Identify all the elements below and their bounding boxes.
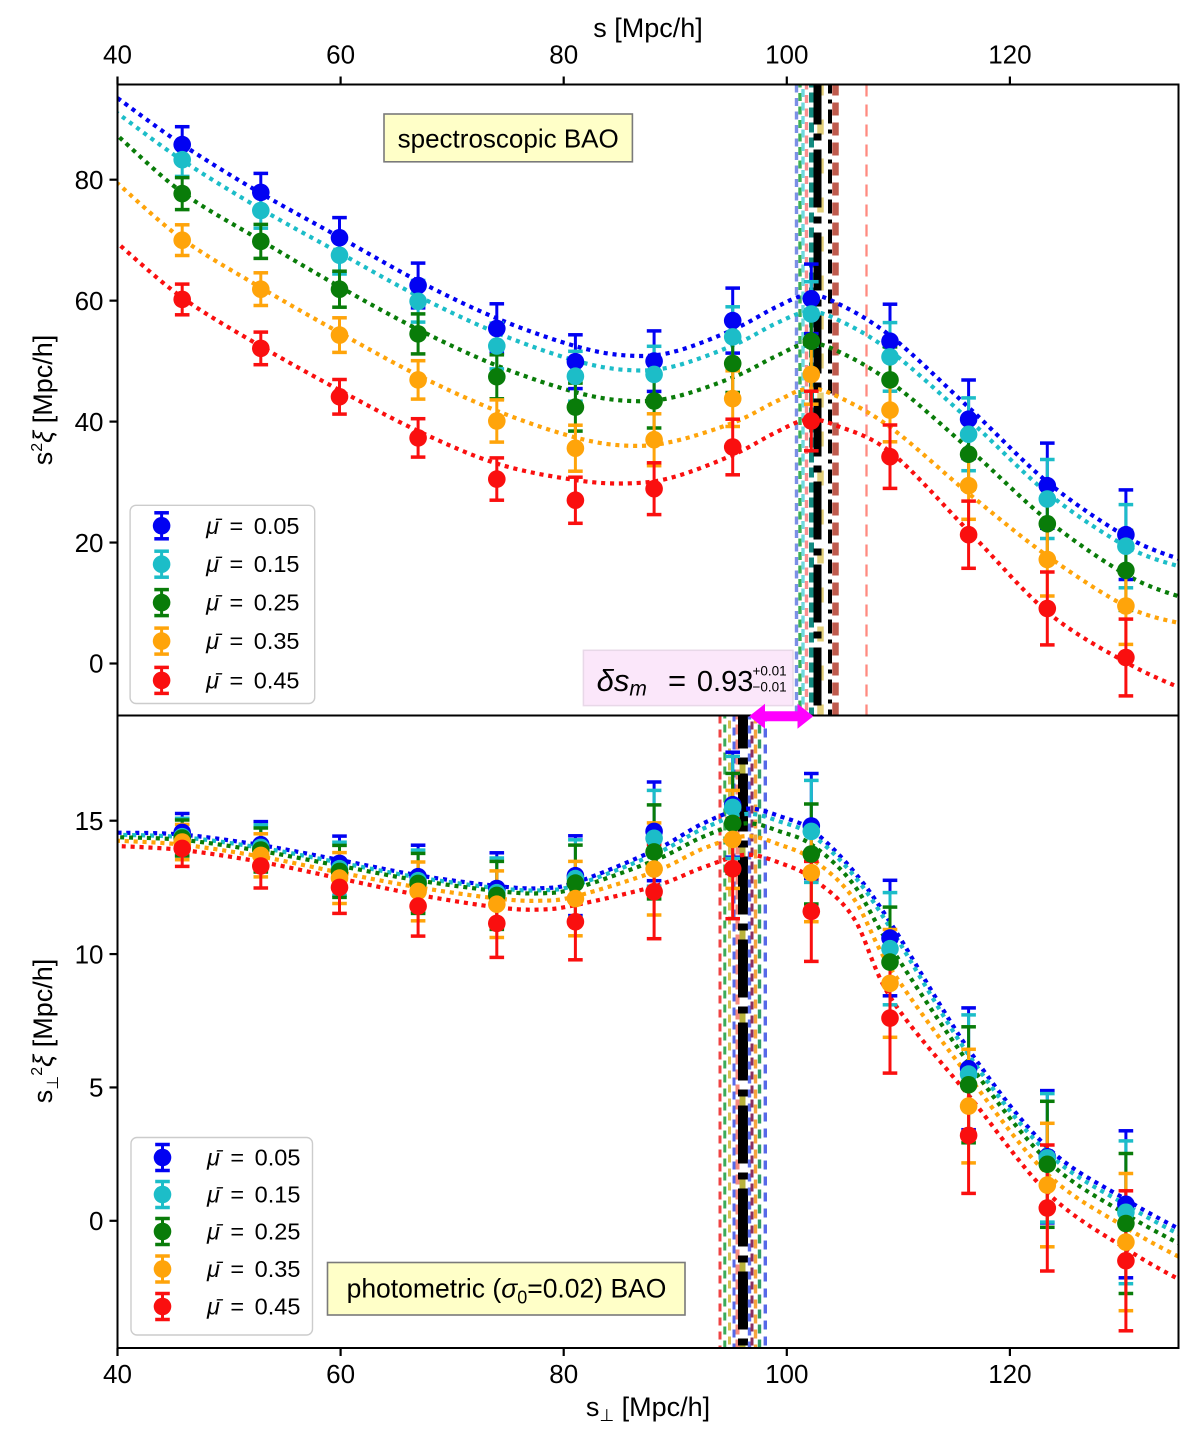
svg-text:s [Mpc/h]: s [Mpc/h] <box>593 13 703 43</box>
svg-text:s⊥2ξ [Mpc/h]: s⊥2ξ [Mpc/h] <box>28 959 62 1103</box>
svg-text:40: 40 <box>103 1359 132 1389</box>
svg-text:60: 60 <box>75 286 104 316</box>
svg-text:120: 120 <box>988 40 1031 70</box>
svg-text:80: 80 <box>549 40 578 70</box>
svg-text:μ̄ = 0.05: μ̄ = 0.05 <box>205 513 299 539</box>
svg-text:20: 20 <box>75 528 104 558</box>
svg-text:60: 60 <box>326 1359 355 1389</box>
svg-text:120: 120 <box>988 1359 1031 1389</box>
svg-text:photometric (σ0=0.02) BAO: photometric (σ0=0.02) BAO <box>347 1274 667 1308</box>
svg-text:60: 60 <box>326 40 355 70</box>
svg-text:μ̄ = 0.15: μ̄ = 0.15 <box>206 1182 300 1208</box>
svg-text:80: 80 <box>75 165 104 195</box>
svg-text:μ̄ = 0.05: μ̄ = 0.05 <box>206 1145 300 1171</box>
svg-text:s⊥ [Mpc/h]: s⊥ [Mpc/h] <box>586 1392 710 1425</box>
svg-text:s2ξ [Mpc/h]: s2ξ [Mpc/h] <box>28 335 58 466</box>
svg-text:100: 100 <box>765 1359 808 1389</box>
svg-text:40: 40 <box>103 40 132 70</box>
svg-text:80: 80 <box>549 1359 578 1389</box>
svg-text:μ̄ = 0.25: μ̄ = 0.25 <box>205 590 299 616</box>
svg-text:40: 40 <box>75 407 104 437</box>
svg-text:μ̄ = 0.25: μ̄ = 0.25 <box>206 1219 300 1245</box>
svg-text:−0.01: −0.01 <box>753 680 787 695</box>
svg-text:μ̄ = 0.45: μ̄ = 0.45 <box>206 1294 300 1320</box>
svg-text:=: = <box>668 663 686 698</box>
svg-text:0.93: 0.93 <box>697 666 753 698</box>
svg-text:δsm: δsm <box>597 663 647 701</box>
svg-text:100: 100 <box>765 40 808 70</box>
svg-text:μ̄ = 0.15: μ̄ = 0.15 <box>205 551 299 577</box>
svg-text:μ̄ = 0.35: μ̄ = 0.35 <box>206 1256 300 1282</box>
svg-text:spectroscopic BAO: spectroscopic BAO <box>398 124 619 154</box>
svg-text:10: 10 <box>75 939 104 969</box>
svg-text:15: 15 <box>75 806 104 836</box>
svg-text:μ̄ = 0.35: μ̄ = 0.35 <box>205 628 299 654</box>
svg-text:0: 0 <box>89 1206 103 1236</box>
svg-text:μ̄ = 0.45: μ̄ = 0.45 <box>205 667 299 693</box>
svg-text:+0.01: +0.01 <box>753 664 787 679</box>
svg-text:5: 5 <box>89 1073 103 1103</box>
svg-text:0: 0 <box>89 649 103 679</box>
